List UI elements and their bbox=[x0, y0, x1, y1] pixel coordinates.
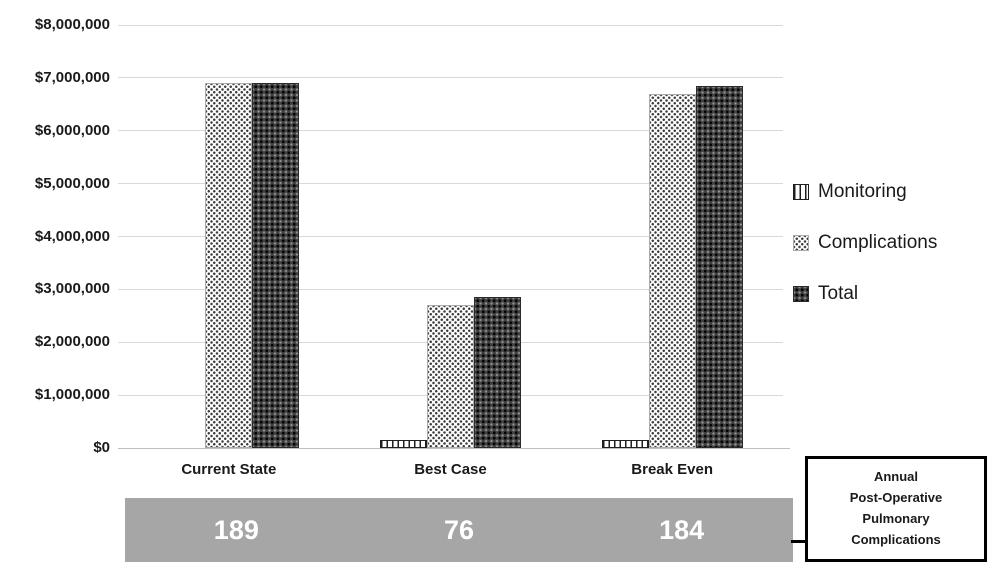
annual-complications-band: 189 76 184 bbox=[125, 498, 793, 562]
bar-total-2 bbox=[695, 85, 743, 448]
legend-label: Monitoring bbox=[818, 181, 907, 202]
bar-complications-2 bbox=[648, 93, 696, 448]
gridline bbox=[118, 236, 783, 237]
legend-item-monitoring: Monitoring bbox=[793, 182, 937, 202]
y-tick-label: $4,000,000 bbox=[34, 227, 110, 245]
category-label: Best Case bbox=[414, 461, 487, 478]
gridline bbox=[118, 77, 783, 79]
gridline bbox=[118, 288, 783, 290]
connector-line bbox=[791, 540, 806, 543]
bar-complications-0 bbox=[205, 83, 253, 448]
legend: Monitoring Complications Total bbox=[793, 182, 937, 335]
vertical-stripes-swatch-icon bbox=[793, 184, 809, 200]
legend-label: Total bbox=[818, 283, 859, 304]
dark-dot-grid-swatch-icon bbox=[793, 286, 809, 302]
annual-complications-value: 184 bbox=[659, 514, 705, 545]
y-tick-label: $8,000,000 bbox=[34, 16, 110, 33]
annual-complications-value: 189 bbox=[213, 514, 259, 545]
bar-total-0 bbox=[252, 83, 300, 448]
gridline bbox=[118, 130, 783, 132]
y-tick-label: $3,000,000 bbox=[34, 280, 110, 298]
y-tick-label: $7,000,000 bbox=[34, 68, 110, 86]
legend-item-complications: Complications bbox=[793, 233, 937, 253]
light-dot-grid-swatch-icon bbox=[793, 235, 809, 251]
category-label: Break Even bbox=[631, 461, 714, 478]
annotation-line-2: Post-Operative bbox=[849, 490, 943, 506]
y-tick-label: $6,000,000 bbox=[34, 121, 110, 139]
bar-monitoring-1 bbox=[380, 440, 427, 448]
y-tick-label: $1,000,000 bbox=[34, 386, 110, 404]
x-axis-line bbox=[118, 447, 790, 449]
annotation-line-1: Annual bbox=[873, 469, 919, 485]
category-label: Current State bbox=[181, 461, 277, 478]
annotation-line-4: Complications bbox=[851, 531, 941, 547]
bar-complications-1 bbox=[427, 305, 474, 448]
y-tick-label: $2,000,000 bbox=[34, 333, 110, 351]
y-tick-label: $5,000,000 bbox=[34, 174, 110, 192]
gridline bbox=[118, 24, 783, 26]
gridline bbox=[118, 183, 783, 185]
bar-total-1 bbox=[474, 297, 521, 448]
annual-complications-value: 76 bbox=[443, 514, 475, 545]
legend-item-total: Total bbox=[793, 284, 937, 304]
annotation-box: Annual Post-Operative Pulmonary Complica… bbox=[805, 456, 987, 562]
bar-monitoring-2 bbox=[601, 440, 649, 448]
legend-label: Complications bbox=[818, 232, 938, 253]
annotation-line-3: Pulmonary bbox=[862, 511, 930, 526]
y-tick-label: $0 bbox=[93, 439, 110, 456]
